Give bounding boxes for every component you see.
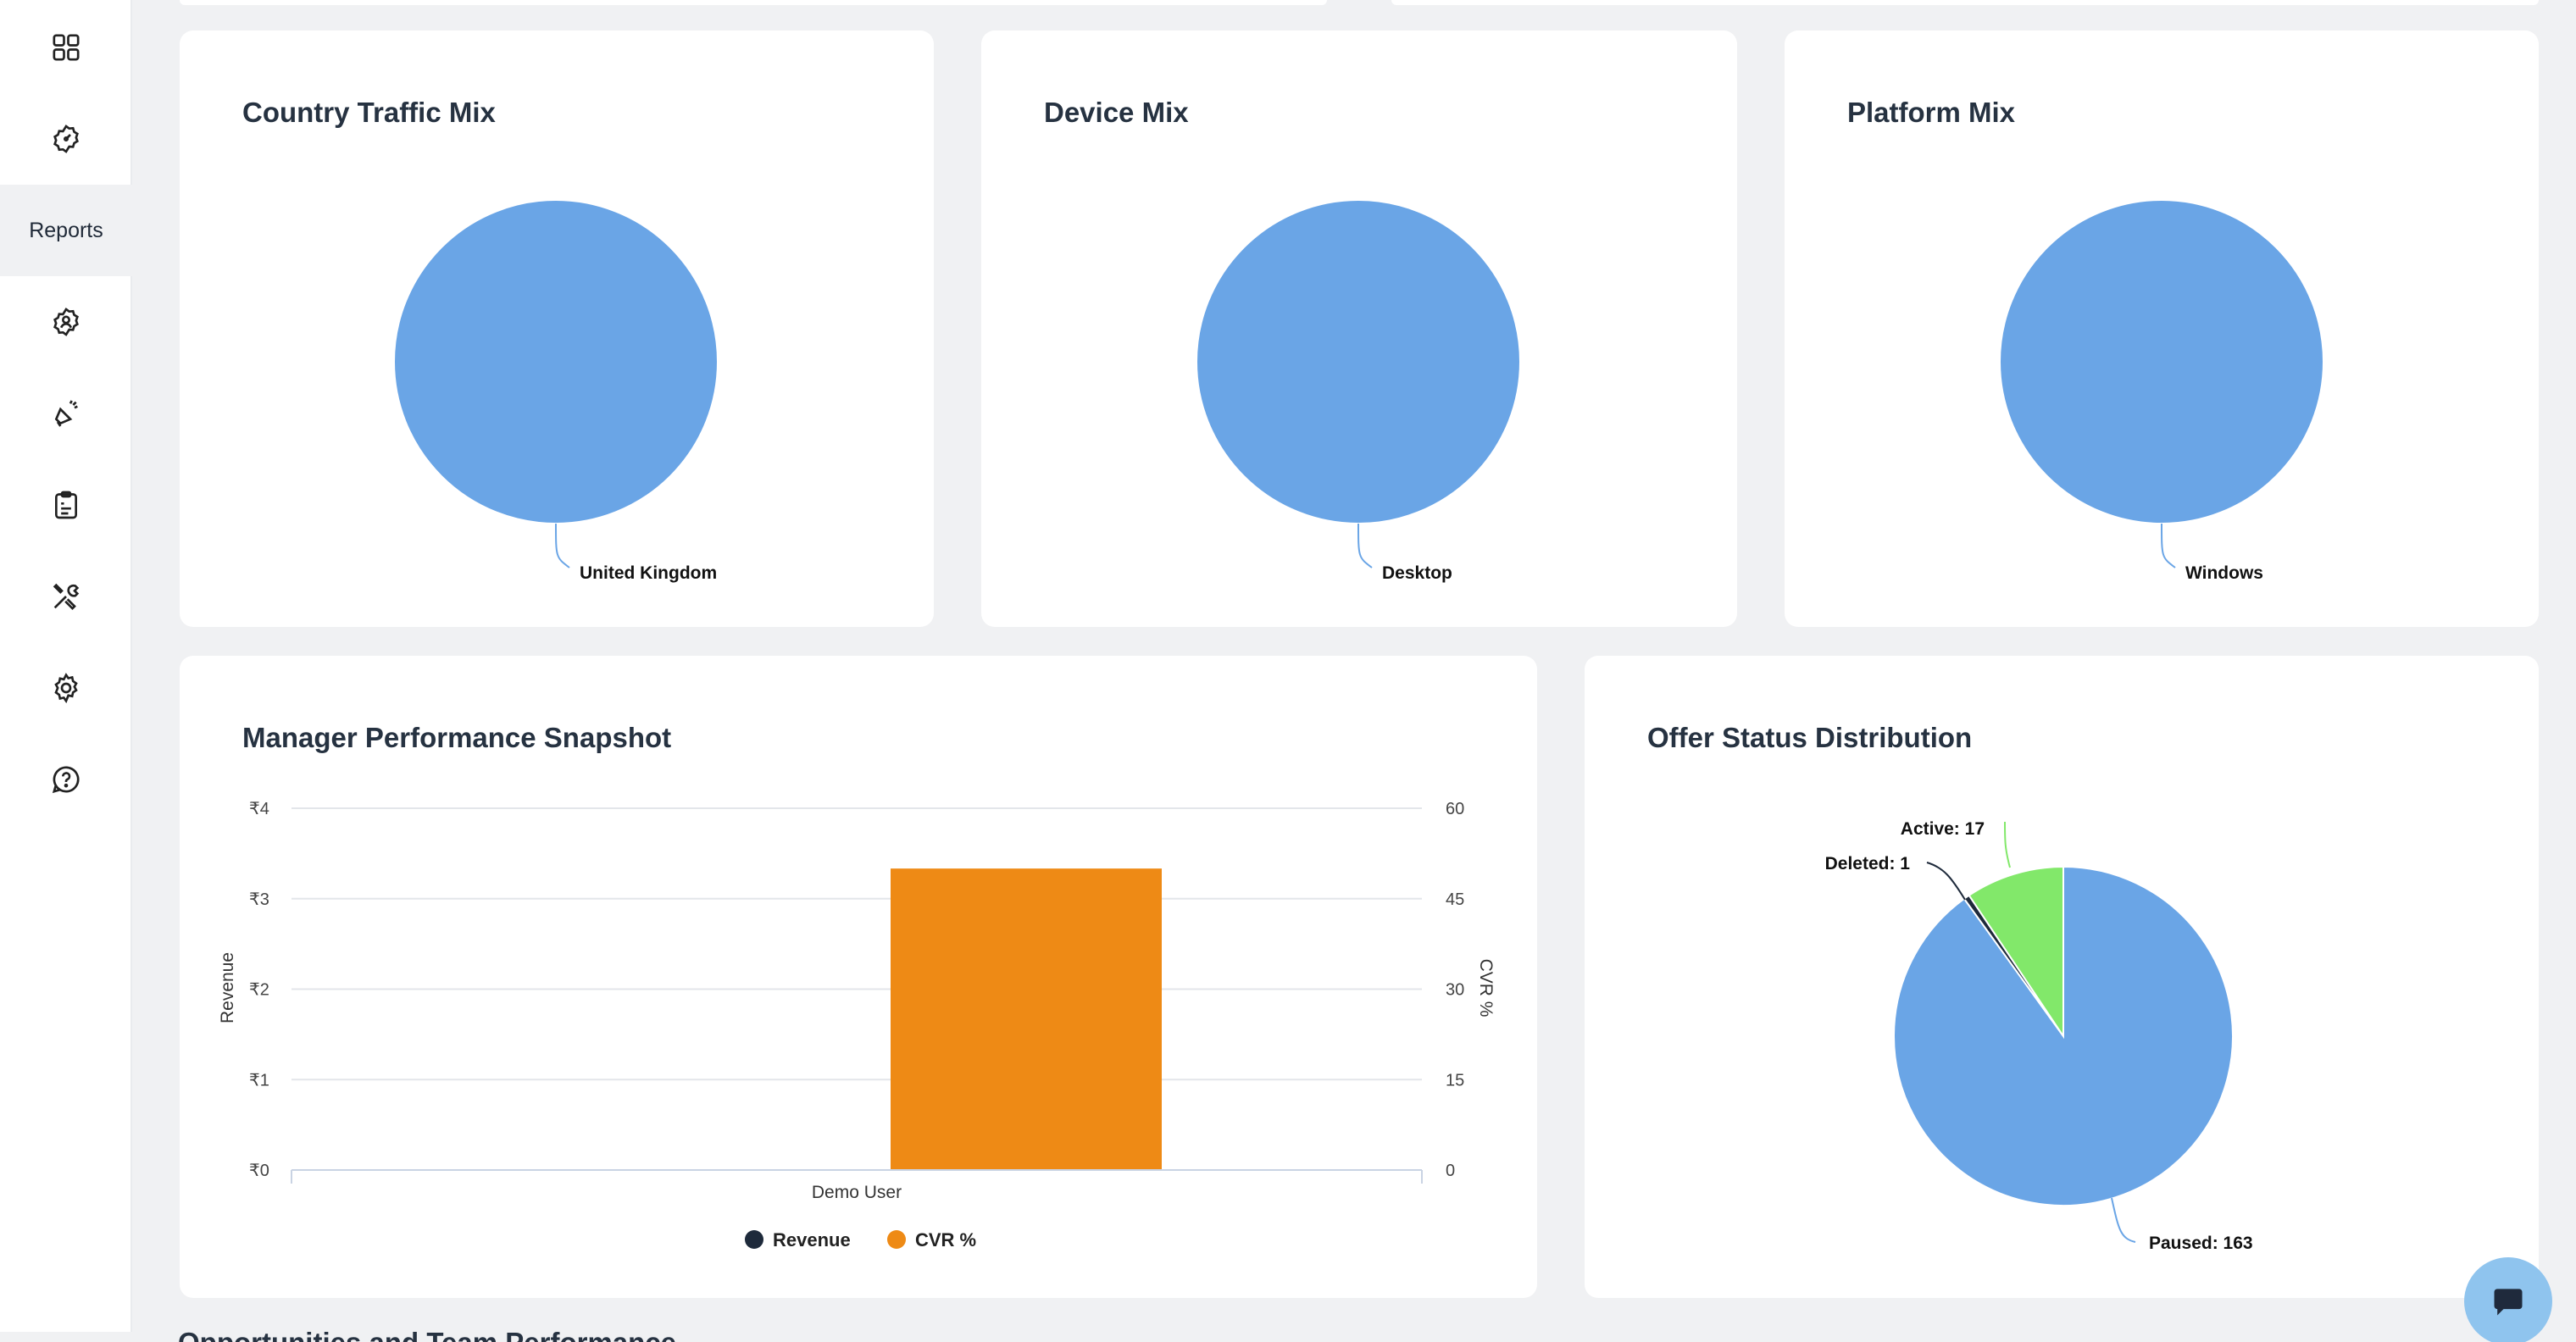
- nav-help[interactable]: [0, 734, 132, 825]
- leader-line: [1357, 523, 1373, 568]
- leader-line-deleted: [1926, 862, 1966, 901]
- nav-users[interactable]: [0, 276, 132, 368]
- slice-label: United Kingdom: [580, 563, 717, 583]
- pie-slice[interactable]: [1196, 199, 1521, 524]
- y-tick-label-left: ₹0: [249, 1162, 269, 1180]
- device-pie-chart: Desktop: [1196, 199, 1521, 583]
- card-top-edge: [1391, 0, 2539, 5]
- offer-status-card: Offer Status Distribution Active: 17 Del…: [1585, 656, 2539, 1298]
- gear-icon: [54, 673, 78, 704]
- offer-status-pie-chart: Active: 17 Deleted: 1 Paused: 163: [1825, 819, 2253, 1253]
- pie-slice[interactable]: [393, 199, 719, 524]
- y-tick-label-left: ₹3: [249, 890, 269, 909]
- grid-icon: [53, 34, 80, 61]
- card-title: Device Mix: [1044, 97, 1189, 128]
- megaphone-icon: [54, 400, 78, 427]
- nav-dashboard[interactable]: [0, 2, 132, 93]
- y-axis-title-left: Revenue: [218, 952, 237, 1023]
- legend-item-cvr[interactable]: CVR %: [887, 1229, 976, 1250]
- y-axis-title-right: CVR %: [1476, 959, 1496, 1018]
- nav-performance[interactable]: [0, 93, 132, 185]
- nav-tasks[interactable]: [0, 459, 132, 551]
- chat-icon: [2494, 1289, 2523, 1316]
- pie-slice-active[interactable]: [1968, 865, 2064, 1040]
- legend-item-revenue[interactable]: Revenue: [745, 1229, 851, 1250]
- y-tick-label-right: 15: [1446, 1071, 1464, 1090]
- country-pie-chart: United Kingdom: [393, 199, 719, 583]
- nav-tools[interactable]: [0, 551, 132, 642]
- leader-line-active: [2004, 821, 2011, 868]
- y-tick-label-right: 60: [1446, 800, 1464, 818]
- leader-line: [555, 523, 570, 568]
- legend: Revenue CVR %: [745, 1229, 976, 1250]
- user-circle-icon: [53, 308, 79, 336]
- section-title: Opportunities and Team Performance: [178, 1327, 676, 1342]
- platform-mix-card: Platform Mix Windows: [1785, 30, 2539, 627]
- x-tick-label: Demo User: [812, 1183, 902, 1202]
- bar[interactable]: [891, 868, 1162, 1170]
- clipboard-icon: [55, 491, 77, 519]
- card-title: Platform Mix: [1847, 97, 2016, 128]
- slice-label: Desktop: [1382, 563, 1452, 583]
- legend-label: CVR %: [915, 1229, 976, 1250]
- y-tick-label-left: ₹1: [249, 1071, 269, 1090]
- leader-line: [2161, 523, 2176, 568]
- nav-reports-label: Reports: [29, 218, 103, 242]
- slice-label-deleted: Deleted: 1: [1825, 854, 1911, 873]
- nav-campaigns[interactable]: [0, 368, 132, 459]
- y-tick-label-left: ₹4: [249, 800, 269, 818]
- card-top-edge: [180, 0, 1327, 5]
- gauge-icon: [53, 125, 79, 153]
- leader-line-paused: [2111, 1197, 2136, 1243]
- y-tick-label-right: 30: [1446, 981, 1464, 1000]
- legend-label: Revenue: [773, 1229, 851, 1250]
- card-title: Manager Performance Snapshot: [242, 722, 672, 753]
- manager-performance-card: Manager Performance Snapshot ₹0 0 ₹1 15 ₹2 30…: [180, 656, 1537, 1298]
- chat-button[interactable]: [2464, 1257, 2552, 1342]
- device-mix-card: Device Mix Desktop: [981, 30, 1737, 627]
- nav-reports[interactable]: Reports: [0, 185, 132, 276]
- nav-settings[interactable]: [0, 642, 132, 734]
- y-tick-label-left: ₹2: [249, 981, 269, 1000]
- slice-label-active: Active: 17: [1901, 819, 1985, 839]
- y-tick-label-right: 45: [1446, 890, 1464, 909]
- card-title: Country Traffic Mix: [242, 97, 496, 128]
- slice-label-paused: Paused: 163: [2149, 1234, 2253, 1253]
- slice-label: Windows: [2185, 563, 2263, 583]
- y-tick-label-right: 0: [1446, 1162, 1455, 1180]
- platform-pie-chart: Windows: [1999, 199, 2324, 583]
- country-traffic-card: Country Traffic Mix United Kingdom: [180, 30, 934, 627]
- legend-marker: [887, 1230, 906, 1249]
- pie-slice[interactable]: [1999, 199, 2324, 524]
- legend-marker: [745, 1230, 763, 1249]
- card-title: Offer Status Distribution: [1647, 722, 1973, 753]
- help-icon: [52, 766, 80, 794]
- sidebar: Reports: [0, 0, 132, 1332]
- manager-bar-chart: ₹0 0 ₹1 15 ₹2 30 ₹3 45 ₹4 60 Demo User Revenue CV…: [218, 800, 1496, 1250]
- tools-icon: [53, 583, 80, 611]
